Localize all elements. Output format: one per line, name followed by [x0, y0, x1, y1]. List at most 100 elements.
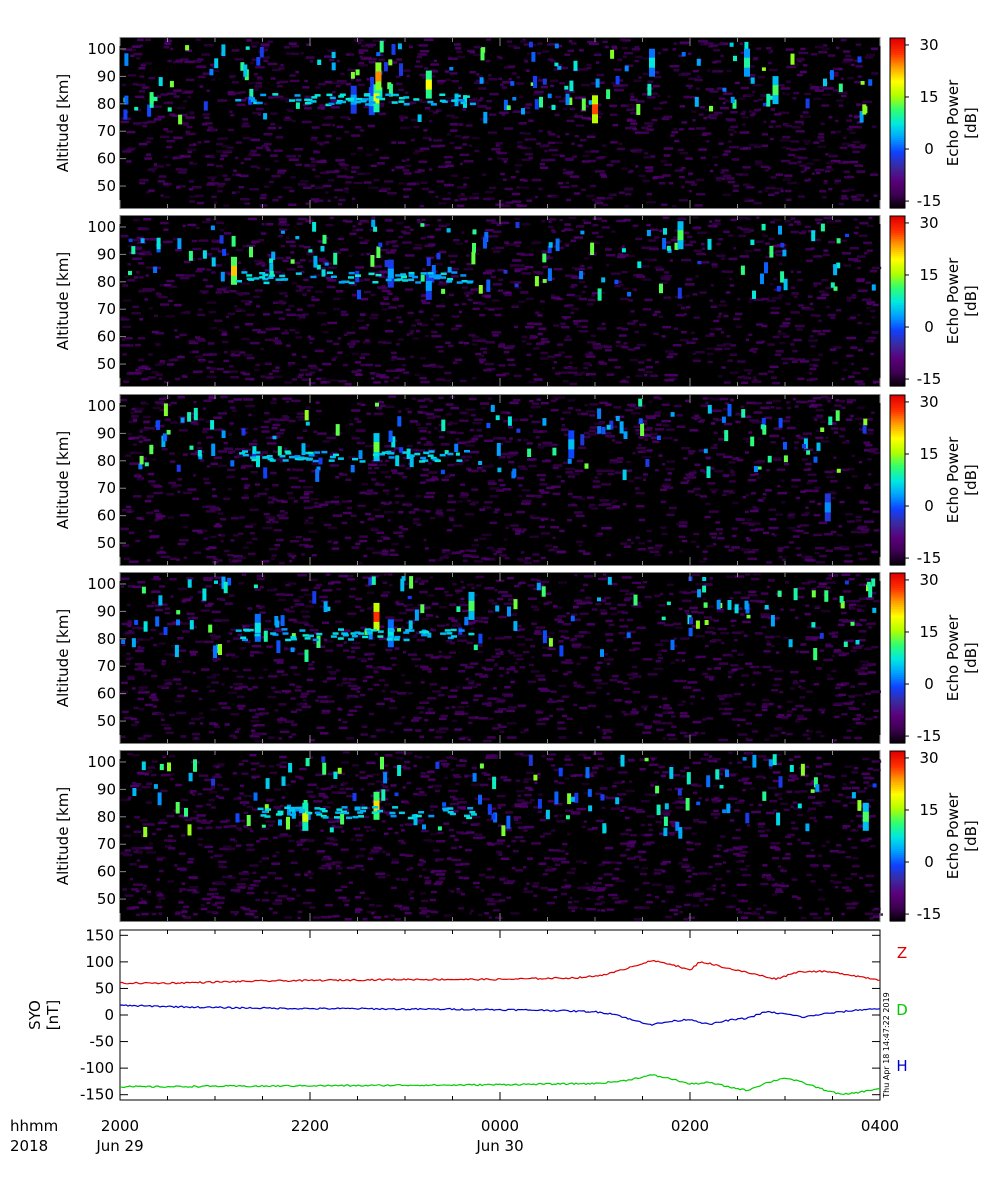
- noise-cell: [223, 149, 233, 153]
- noise-cell: [273, 339, 281, 343]
- noise-cell: [593, 53, 602, 56]
- colorbar-step: [890, 531, 905, 534]
- noise-cell: [821, 279, 829, 282]
- noise-cell: [192, 415, 196, 419]
- noise-cell: [170, 285, 177, 288]
- noise-cell: [595, 103, 601, 106]
- layer-cell: [262, 456, 269, 459]
- noise-cell: [653, 107, 663, 110]
- noise-cell: [452, 524, 463, 527]
- noise-cell: [399, 116, 408, 119]
- noise-cell: [822, 87, 832, 90]
- noise-cell: [718, 312, 723, 316]
- noise-cell: [732, 631, 742, 634]
- noise-cell: [565, 90, 575, 93]
- noise-cell: [405, 408, 410, 411]
- noise-cell: [267, 501, 274, 504]
- noise-cell: [223, 441, 228, 445]
- noise-cell: [337, 237, 344, 241]
- noise-cell: [698, 148, 707, 151]
- noise-cell: [470, 288, 479, 291]
- noise-cell: [455, 438, 460, 441]
- echo-cell: [623, 431, 628, 439]
- noise-cell: [847, 317, 855, 321]
- noise-cell: [573, 373, 583, 376]
- noise-cell: [183, 260, 191, 264]
- noise-cell: [723, 381, 731, 384]
- noise-cell: [687, 52, 692, 55]
- noise-cell: [685, 473, 695, 476]
- noise-cell: [646, 96, 656, 99]
- noise-cell: [211, 78, 216, 81]
- noise-cell: [210, 535, 217, 539]
- noise-cell: [680, 306, 686, 310]
- noise-cell: [239, 174, 249, 178]
- noise-cell: [230, 539, 235, 542]
- noise-cell: [822, 253, 830, 257]
- noise-cell: [792, 397, 797, 401]
- noise-cell: [793, 338, 802, 342]
- noise-cell: [804, 225, 811, 229]
- noise-cell: [564, 433, 572, 437]
- echo-cell: [240, 62, 245, 71]
- layer-cell: [430, 103, 437, 106]
- noise-cell: [205, 505, 216, 508]
- noise-cell: [853, 218, 858, 221]
- layer-cell: [326, 93, 333, 97]
- echo-cell: [333, 252, 338, 265]
- noise-cell: [558, 64, 563, 67]
- noise-cell: [398, 114, 406, 118]
- echo-cell: [845, 233, 850, 237]
- noise-cell: [866, 53, 876, 57]
- noise-cell: [748, 523, 755, 527]
- layer-cell: [372, 281, 379, 284]
- noise-cell: [522, 502, 527, 505]
- echo-cell: [666, 245, 671, 251]
- noise-cell: [744, 510, 749, 514]
- noise-cell: [425, 412, 434, 416]
- noise-cell: [253, 494, 260, 498]
- noise-cell: [395, 368, 405, 371]
- layer-cell: [408, 274, 415, 277]
- colorbar-step: [890, 140, 905, 143]
- noise-cell: [655, 268, 665, 271]
- noise-cell: [711, 397, 722, 401]
- noise-cell: [230, 376, 239, 379]
- echo-cell: [606, 424, 611, 430]
- noise-cell: [468, 440, 475, 443]
- noise-cell: [314, 502, 319, 505]
- echo-cell: [313, 255, 318, 268]
- noise-cell: [248, 81, 256, 85]
- echo-cell: [290, 259, 295, 264]
- noise-cell: [772, 335, 780, 339]
- echo-cell: [144, 462, 149, 467]
- noise-cell: [706, 140, 710, 143]
- noise-cell: [834, 404, 842, 407]
- colorbar-step: [890, 505, 905, 509]
- colorbar-step: [890, 171, 905, 175]
- noise-cell: [816, 561, 826, 564]
- noise-cell: [158, 175, 167, 178]
- echo-cell: [565, 93, 570, 105]
- noise-cell: [273, 529, 282, 532]
- colorbar-step: [890, 61, 905, 65]
- noise-cell: [464, 492, 468, 495]
- noise-cell: [283, 46, 290, 49]
- noise-cell: [225, 315, 229, 319]
- noise-cell: [366, 43, 376, 47]
- noise-cell: [459, 162, 463, 166]
- noise-cell: [591, 82, 599, 85]
- echo-cell: [706, 466, 711, 478]
- colorbar-step: [890, 522, 905, 526]
- noise-cell: [764, 189, 769, 192]
- noise-cell: [363, 105, 373, 109]
- noise-cell: [821, 293, 830, 297]
- noise-cell: [139, 318, 144, 321]
- noise-cell: [666, 460, 676, 463]
- noise-cell: [712, 61, 717, 64]
- noise-cell: [650, 155, 656, 158]
- noise-cell: [285, 52, 295, 55]
- noise-cell: [359, 55, 363, 59]
- noise-cell: [578, 330, 589, 333]
- noise-cell: [804, 558, 814, 561]
